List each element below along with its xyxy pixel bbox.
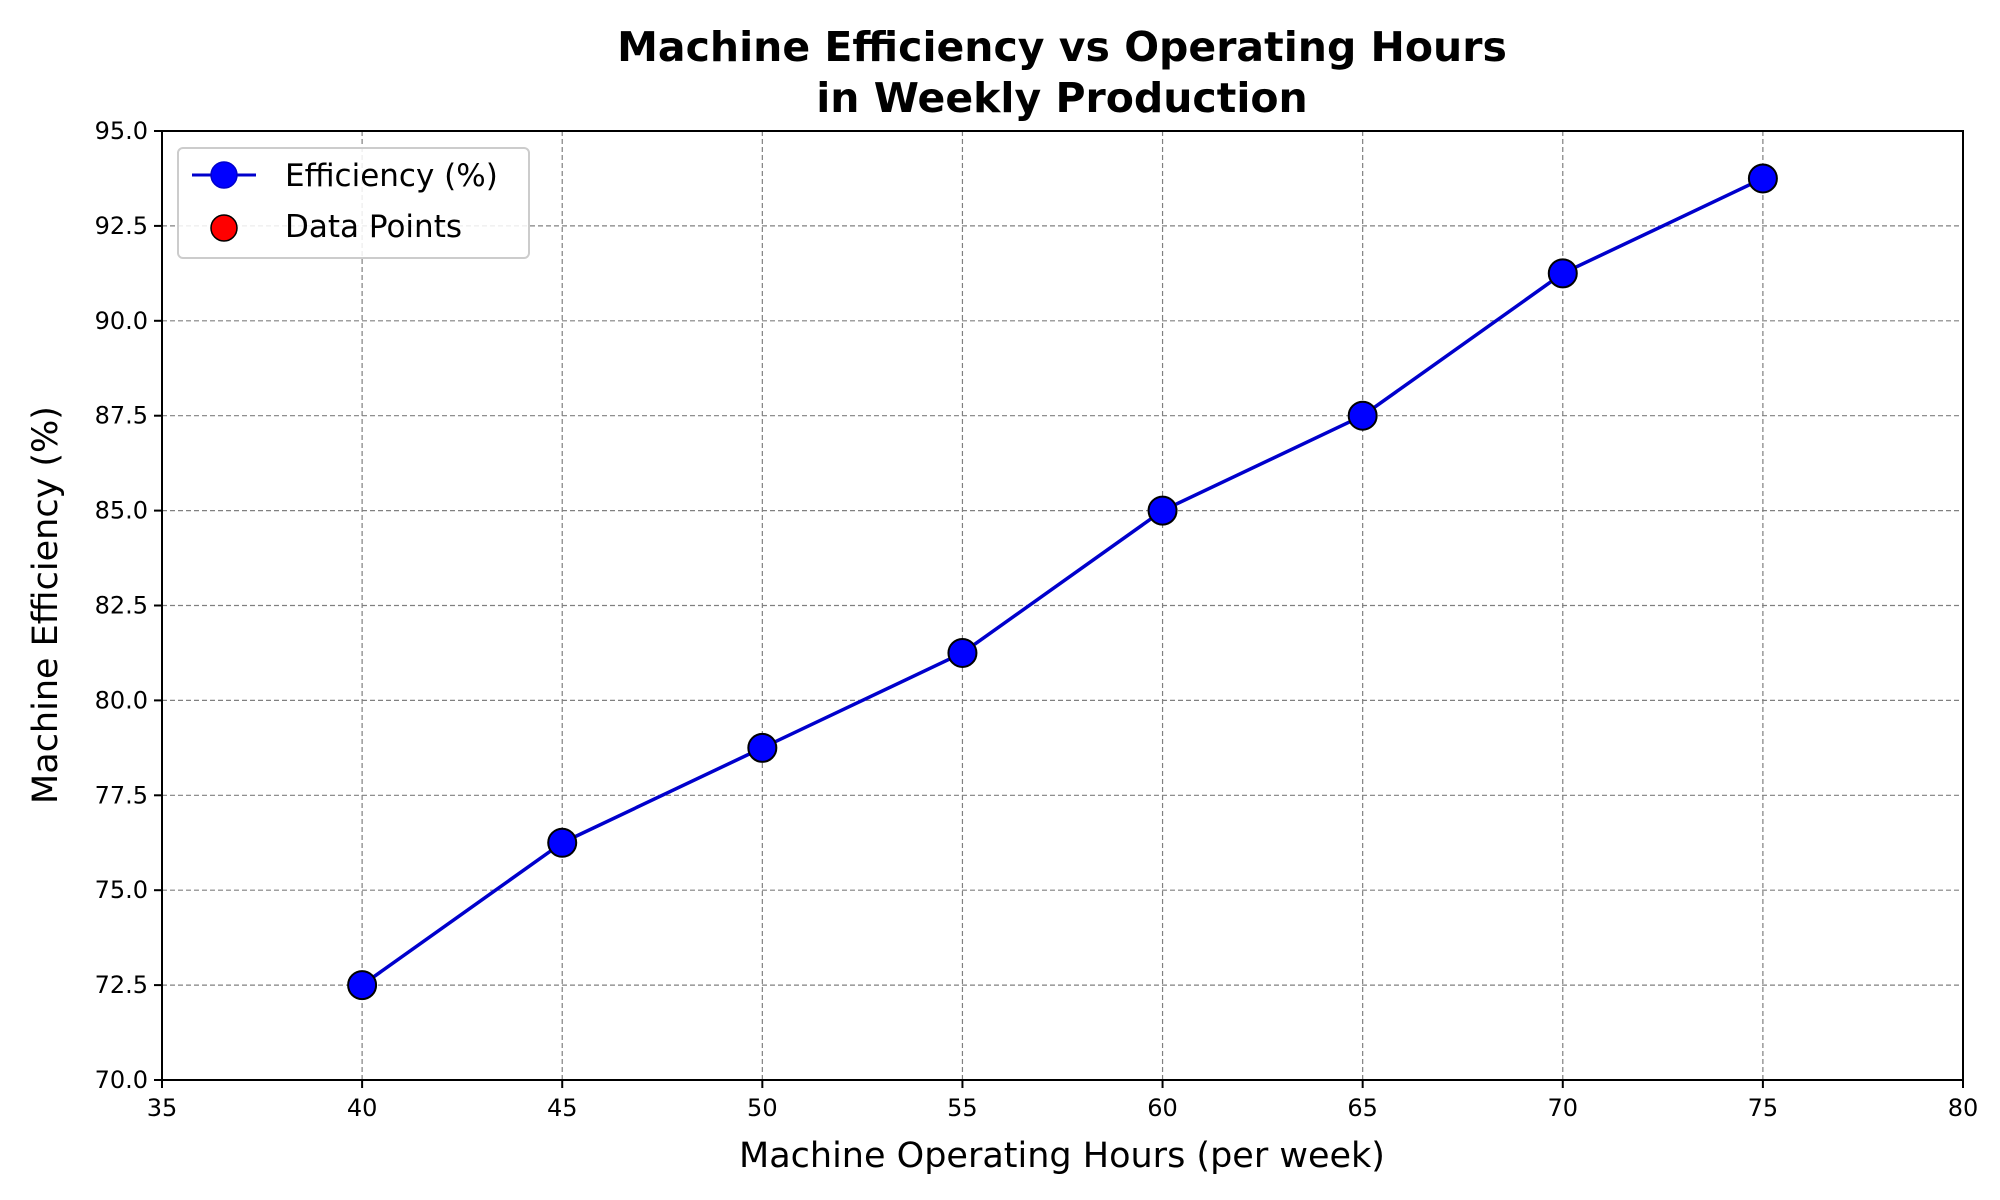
efficiency-line: [361, 176, 1764, 987]
efficiency-data-point: [1547, 258, 1578, 289]
y-tick-label: 75.0: [95, 876, 148, 904]
legend-label-data-points: Data Points: [285, 209, 462, 245]
x-tick-label: 65: [1347, 1094, 1378, 1122]
x-tick-label: 70: [1548, 1094, 1579, 1122]
chart-title-line-2: in Weekly Production: [816, 74, 1308, 122]
legend-box: [177, 147, 530, 259]
y-tick-label: 85.0: [95, 497, 148, 525]
x-tick-label: 35: [147, 1094, 178, 1122]
y-tick-label: 95.0: [95, 117, 148, 145]
legend: Efficiency (%) Data Points: [177, 147, 530, 259]
efficiency-data-point: [1147, 495, 1178, 526]
efficiency-data-point: [747, 732, 778, 763]
y-tick-label: 80.0: [95, 686, 148, 714]
x-tick-label: 40: [347, 1094, 378, 1122]
x-tick-label: 50: [747, 1094, 778, 1122]
efficiency-data-point: [547, 827, 578, 858]
y-tick-label: 70.0: [95, 1066, 148, 1094]
x-tick-label: 80: [1948, 1094, 1979, 1122]
series: [347, 163, 1778, 1001]
x-tick-label: 60: [1147, 1094, 1178, 1122]
y-axis-ticks: 70.0 72.5 75.0 77.5 80.0 82.5 85.0 87.5 90.0 92.5…: [95, 117, 162, 1094]
y-tick-label: 90.0: [95, 307, 148, 335]
legend-marker-efficiency: [210, 161, 238, 189]
x-axis-label: Machine Operating Hours (per week): [739, 1136, 1385, 1176]
legend-label-efficiency: Efficiency (%): [285, 158, 498, 194]
y-tick-label: 82.5: [95, 592, 148, 620]
efficiency-data-point: [1747, 163, 1778, 194]
x-tick-label: 45: [547, 1094, 578, 1122]
x-tick-label: 75: [1748, 1094, 1779, 1122]
y-axis-label: Machine Efficiency (%): [26, 406, 66, 804]
y-tick-label: 72.5: [95, 971, 148, 999]
efficiency-data-point: [347, 970, 378, 1001]
y-tick-label: 87.5: [95, 402, 148, 430]
grid: [161, 130, 1964, 1081]
efficiency-data-point: [947, 637, 978, 668]
y-tick-label: 77.5: [95, 781, 148, 809]
x-tick-label: 55: [947, 1094, 978, 1122]
chart-title-line-1: Machine Efficiency vs Operating Hours: [617, 23, 1507, 71]
efficiency-data-point: [1347, 400, 1378, 431]
legend-marker-data-points: [210, 214, 238, 242]
x-axis-ticks: 35 40 45 50 55 60 65 70 75 80: [147, 1080, 1979, 1122]
y-tick-label: 92.5: [95, 212, 148, 240]
